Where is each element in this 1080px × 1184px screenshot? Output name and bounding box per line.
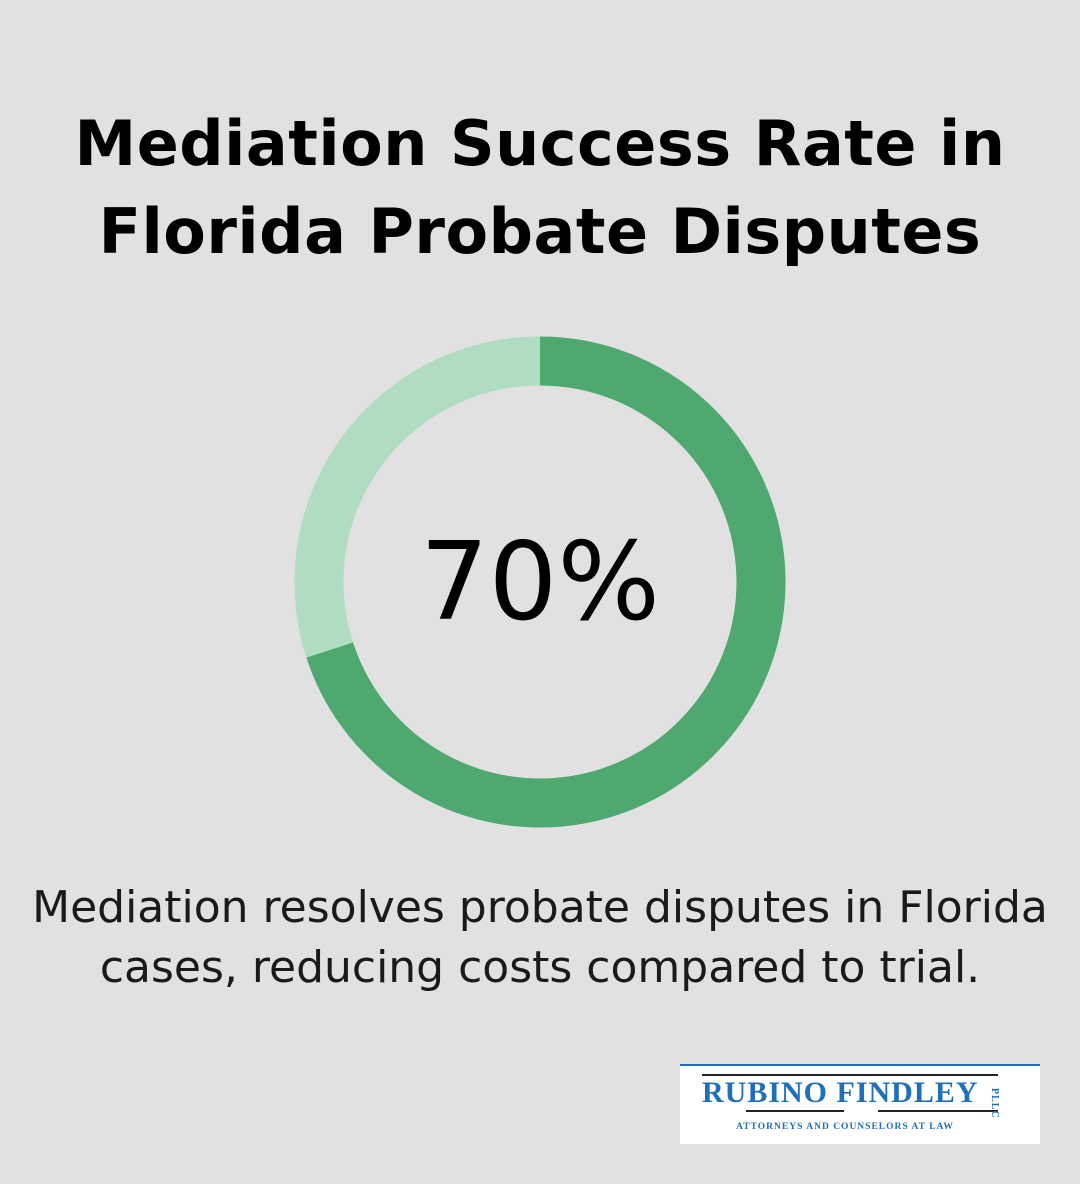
donut-svg <box>294 336 786 828</box>
caption-line-2: cases, reducing costs compared to trial. <box>99 942 981 993</box>
donut-filled-segment <box>294 336 786 828</box>
caption-line-1: Mediation resolves probate disputes in F… <box>32 882 1048 933</box>
title-line-2: Florida Probate Disputes <box>98 195 982 268</box>
title-line-1: Mediation Success Rate in <box>74 107 1006 180</box>
logo-tagline: ATTORNEYS AND COUNSELORS AT LAW <box>736 1122 954 1132</box>
logo-name: RUBINO FINDLEY <box>702 1076 979 1109</box>
logo-top-rule <box>702 1074 998 1076</box>
donut-chart: 70% <box>290 332 790 832</box>
company-logo: RUBINO FINDLEY PLLC ATTORNEYS AND COUNSE… <box>680 1064 1040 1144</box>
logo-underline-right <box>878 1110 998 1112</box>
chart-title: Mediation Success Rate in Florida Probat… <box>0 100 1080 276</box>
logo-underline-left <box>746 1110 844 1112</box>
percentage-label: 70% <box>419 519 661 645</box>
logo-suffix: PLLC <box>989 1088 1000 1119</box>
caption: Mediation resolves probate disputes in F… <box>0 878 1080 998</box>
